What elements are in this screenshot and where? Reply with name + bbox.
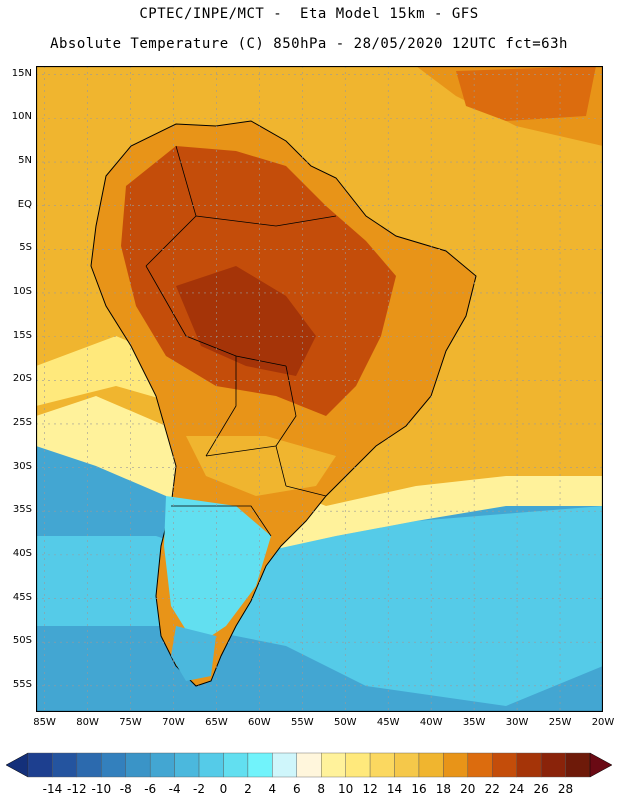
colorbar-tick-label: 16 [411, 782, 427, 796]
field-argentina-cool [164, 496, 271, 646]
colorbar-swatch [272, 752, 297, 778]
colorbar-tick-label: -12 [67, 782, 87, 796]
colorbar-tick-label: 4 [268, 782, 277, 796]
latitude-label: 30S [12, 460, 32, 472]
map-subtitle: Absolute Temperature (C) 850hPa - 28/05/… [50, 36, 568, 52]
colorbar-tick-label: 26 [533, 782, 549, 796]
longitude-label: 65W [205, 717, 228, 728]
colorbar-swatch [27, 752, 53, 778]
colorbar-swatch [369, 752, 395, 778]
colorbar-swatch [149, 752, 175, 778]
colorbar-swatch [76, 752, 102, 778]
colorbar-under-arrow [6, 752, 29, 778]
longitude-label: 55W [291, 717, 314, 728]
colorbar-tick-label: 10 [338, 782, 354, 796]
colorbar-swatch [443, 752, 469, 778]
colorbar-tick-label: 0 [219, 782, 228, 796]
colorbar-swatch [467, 752, 493, 778]
colorbar-swatch [247, 752, 273, 778]
latitude-label: 5S [19, 242, 32, 254]
colorbar-swatch [565, 752, 591, 778]
colorbar-swatch [101, 752, 126, 778]
colorbar-tick-label: -2 [193, 782, 206, 796]
colorbar-tick-label: 28 [557, 782, 574, 796]
colorbar-tick-label: 24 [509, 782, 525, 796]
latitude-label: 10N [11, 111, 32, 123]
longitude-label: 70W [162, 717, 185, 728]
latitude-label: 25S [12, 416, 32, 428]
latitude-label: 35S [12, 504, 32, 516]
longitude-label: 80W [76, 717, 99, 728]
colorbar-swatch [296, 752, 322, 778]
latitude-label: 15S [12, 329, 32, 341]
latitude-label: 55S [12, 678, 32, 690]
colorbar-tick-label: 8 [317, 782, 326, 796]
colorbar-tick-label: -4 [168, 782, 181, 796]
longitude-label: 30W [505, 717, 529, 728]
colorbar-tick-label: -6 [144, 782, 157, 796]
latitude-label: 20S [12, 373, 32, 385]
latitude-label: EQ [17, 198, 32, 210]
longitude-label: 45W [376, 717, 400, 728]
latitude-label: 45S [12, 591, 32, 603]
longitude-label: 20W [591, 717, 615, 728]
colorbar-swatch [394, 752, 420, 778]
latitude-label: 10S [12, 285, 32, 297]
longitude-label: 40W [419, 717, 443, 728]
colorbar-swatch [516, 752, 542, 778]
colorbar-swatch [174, 752, 200, 778]
colorbar-tick-label: 14 [386, 782, 403, 796]
temperature-map[interactable] [36, 66, 603, 712]
longitude-label: 60W [248, 717, 271, 728]
latitude-label: 5N [18, 155, 32, 167]
field-caribbean-warm [456, 66, 596, 121]
colorbar [6, 752, 612, 778]
latitude-label: 50S [12, 635, 32, 647]
colorbar-swatch [223, 752, 249, 778]
graticule [36, 66, 603, 712]
colorbar-swatch [321, 752, 346, 778]
country-borders [145, 145, 337, 537]
longitude-label: 85W [33, 717, 56, 728]
longitude-label: 25W [548, 717, 572, 728]
latitude-label: 40S [12, 547, 32, 559]
colorbar-tick-label: -10 [91, 782, 112, 796]
field-patagonia [171, 626, 216, 681]
colorbar-tick-label: -14 [42, 782, 63, 796]
latitude-label: 15N [11, 67, 32, 79]
longitude-label: 35W [462, 717, 486, 728]
colorbar-over-arrow [589, 752, 612, 778]
colorbar-tick-label: 6 [292, 782, 301, 796]
field-central-hottest [176, 266, 316, 376]
colorbar-swatch [418, 752, 444, 778]
longitude-label: 75W [119, 717, 142, 728]
colorbar-swatch [540, 752, 566, 778]
colorbar-swatch [198, 752, 224, 778]
colorbar-tick-label: 18 [435, 782, 452, 796]
colorbar-swatch [125, 752, 151, 778]
map-title: CPTEC/INPE/MCT - Eta Model 15km - GFS [139, 6, 479, 22]
colorbar-tick-label: -8 [119, 782, 132, 796]
field-south-brazil [186, 436, 336, 496]
colorbar-tick-label: 12 [362, 782, 378, 796]
colorbar-tick-label: 22 [484, 782, 500, 796]
colorbar-swatch [492, 752, 517, 778]
colorbar-swatch [52, 752, 78, 778]
longitude-label: 50W [333, 717, 357, 728]
colorbar-tick-label: 20 [460, 782, 476, 796]
colorbar-tick-label: 2 [244, 782, 252, 796]
colorbar-swatch [345, 752, 371, 778]
map-frame [36, 66, 603, 712]
